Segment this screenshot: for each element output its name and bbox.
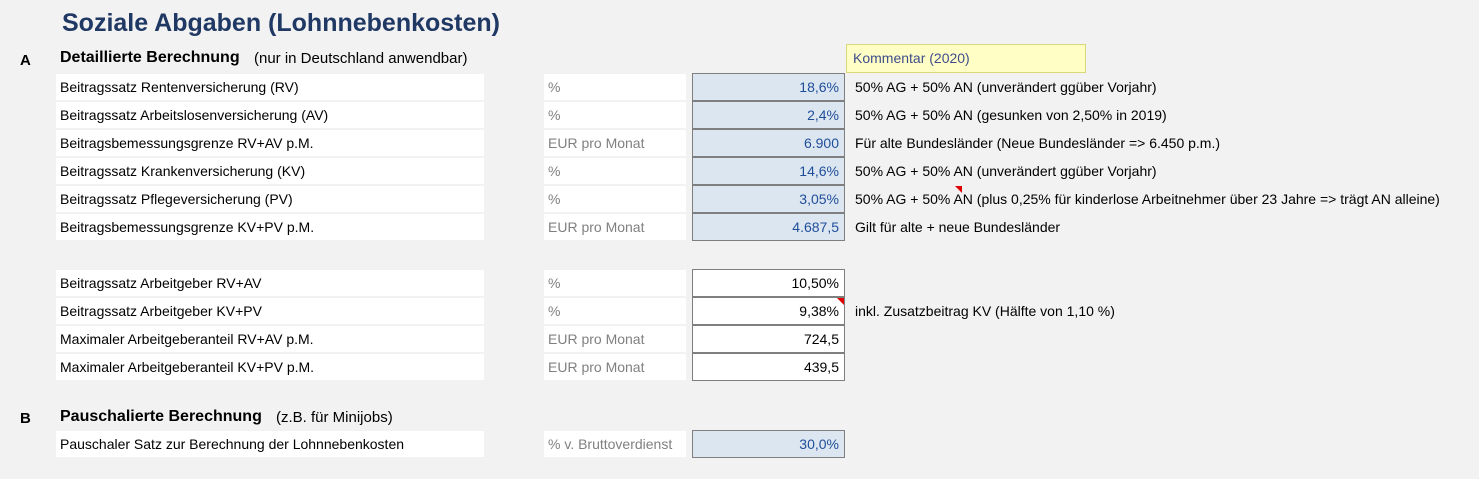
section-a-letter: A [20, 52, 31, 69]
row-unit: EUR pro Monat [544, 326, 686, 352]
row-unit: % [544, 270, 686, 296]
input-value-cell[interactable]: 18,6% [692, 73, 845, 101]
row-unit: % [544, 298, 686, 324]
row-label: Beitragssatz Arbeitgeber KV+PV [56, 298, 484, 324]
row-label: Maximaler Arbeitgeberanteil RV+AV p.M. [56, 326, 484, 352]
row-comment: 50% AG + 50% AN (gesunken von 2,50% in 2… [855, 107, 1167, 123]
row-comment: inkl. Zusatzbeitrag KV (Hälfte von 1,10 … [855, 303, 1115, 319]
row-comment: 50% AG + 50% AN (plus 0,25% für kinderlo… [855, 191, 1440, 207]
section-b-title: Pauschalierte Berechnung [60, 408, 262, 425]
input-value-cell[interactable]: 3,05% [692, 185, 845, 213]
row-label: Beitragssatz Pflegeversicherung (PV) [56, 186, 484, 212]
input-value-cell[interactable]: 2,4% [692, 101, 845, 129]
page-title: Soziale Abgaben (Lohnnebenkosten) [62, 9, 500, 37]
comment-indicator-icon[interactable] [837, 298, 844, 305]
row-comment: Gilt für alte + neue Bundesländer [855, 219, 1061, 235]
row-label: Beitragsbemessungsgrenze KV+PV p.M. [56, 214, 484, 240]
result-value-cell[interactable]: 724,5 [692, 325, 845, 353]
input-value-cell[interactable]: 4.687,5 [692, 213, 845, 241]
section-b-letter: B [20, 410, 31, 427]
row-label: Beitragssatz Arbeitslosenversicherung (A… [56, 102, 484, 128]
row-unit: EUR pro Monat [544, 130, 686, 156]
input-value-cell[interactable]: 6.900 [692, 129, 845, 157]
row-label: Beitragsbemessungsgrenze RV+AV p.M. [56, 130, 484, 156]
section-a-subtitle: (nur in Deutschland anwendbar) [254, 50, 468, 67]
result-value-cell[interactable]: 10,50% [692, 269, 845, 297]
row-label: Pauschaler Satz zur Berechnung der Lohnn… [56, 431, 484, 457]
section-b-subtitle: (z.B. für Minijobs) [276, 409, 393, 426]
row-comment: 50% AG + 50% AN (unverändert ggüber Vorj… [855, 79, 1157, 95]
comment-indicator-icon[interactable] [955, 186, 962, 193]
row-label: Beitragssatz Arbeitgeber RV+AV [56, 270, 484, 296]
row-label: Beitragssatz Rentenversicherung (RV) [56, 74, 484, 100]
input-value-cell[interactable]: 14,6% [692, 157, 845, 185]
input-value-cell[interactable]: 30,0% [692, 430, 845, 458]
row-unit: % [544, 102, 686, 128]
row-unit: EUR pro Monat [544, 214, 686, 240]
row-label: Beitragssatz Krankenversicherung (KV) [56, 158, 484, 184]
row-unit: % v. Bruttoverdienst [544, 431, 686, 457]
row-unit: % [544, 186, 686, 212]
comment-header-cell[interactable]: Kommentar (2020) [846, 44, 1086, 73]
row-comment: 50% AG + 50% AN (unverändert ggüber Vorj… [855, 163, 1157, 179]
row-unit: EUR pro Monat [544, 354, 686, 380]
row-comment: Für alte Bundesländer (Neue Bundesländer… [855, 135, 1221, 151]
result-value-cell[interactable]: 439,5 [692, 353, 845, 381]
row-label: Maximaler Arbeitgeberanteil KV+PV p.M. [56, 354, 484, 380]
section-a-title: Detaillierte Berechnung [60, 49, 240, 66]
row-unit: % [544, 158, 686, 184]
result-value-cell[interactable]: 9,38% [692, 297, 845, 325]
row-unit: % [544, 74, 686, 100]
